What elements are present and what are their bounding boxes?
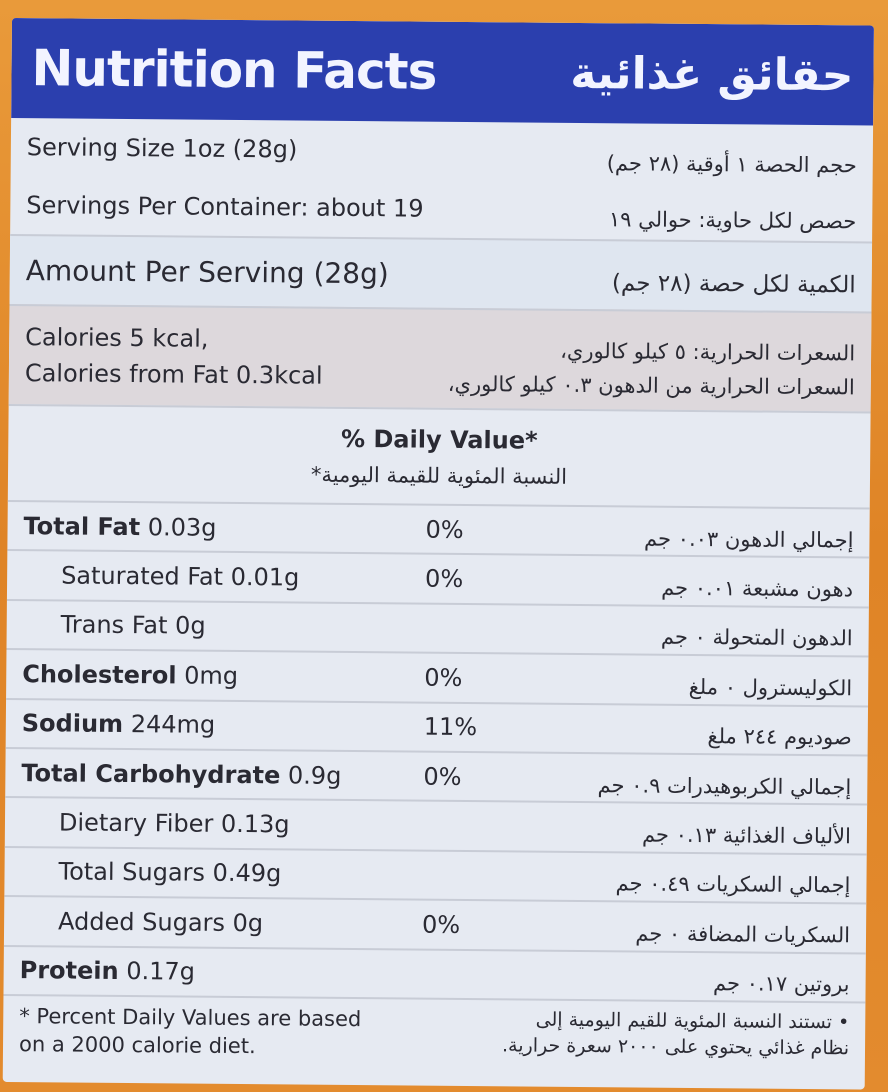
nutrient-ar: إجمالي الكربوهيدرات ٠.٩ جم xyxy=(597,772,852,799)
nutrient-amount: 0g xyxy=(232,908,264,937)
calories-row: Calories 5 kcal, Calories from Fat 0.3kc… xyxy=(8,303,872,412)
nutrient-daily-value: 0% xyxy=(425,515,464,544)
title-en: Nutrition Facts xyxy=(31,39,437,101)
nutrient-amount: 0.01g xyxy=(230,562,300,592)
nutrient-name: Protein xyxy=(19,956,119,986)
nutrient-row: Sodium 244mg 11% صوديوم ٢٤٤ ملغ xyxy=(5,697,869,755)
servings-per-container-row: Servings Per Container: about 19 حصص لكل… xyxy=(10,176,872,242)
nutrient-name: Dietary Fiber xyxy=(58,808,214,838)
nutrient-label: Trans Fat 0g xyxy=(23,610,206,640)
nutrient-label: Protein 0.17g xyxy=(20,956,196,986)
nutrient-row: Added Sugars 0g 0% السكريات المضافة ٠ جم xyxy=(3,895,867,952)
nutrient-name: Added Sugars xyxy=(57,907,226,937)
nutrient-ar: إجمالي الدهون ٠.٠٣ جم xyxy=(644,526,854,552)
calories-from-fat-en: Calories from Fat 0.3kcal xyxy=(24,359,323,390)
nutrient-ar: الألياف الغذائية ٠.١٣ جم xyxy=(641,822,851,849)
nutrient-daily-value: 0% xyxy=(424,663,463,692)
calories-from-fat-ar: السعرات الحرارية من الدهون ٠.٣ كيلو كالو… xyxy=(447,371,855,400)
nutrient-amount: 0.17g xyxy=(126,957,196,986)
nutrient-amount: 0.03g xyxy=(147,512,217,542)
footnote-ar-line1: • تستند النسبة المئوية للقيم اليومية إلى xyxy=(535,1008,850,1034)
nutrient-label: Total Sugars 0.49g xyxy=(20,857,282,888)
label-header: Nutrition Facts حقائق غذائية xyxy=(11,18,874,126)
nutrient-row: Cholesterol 0mg 0% الكوليسترول ٠ ملغ xyxy=(6,648,869,705)
nutrient-amount: 0.13g xyxy=(220,809,290,839)
nutrient-amount: 0g xyxy=(175,611,206,641)
amount-per-serving-ar: الكمية لكل حصة (٢٨ جم) xyxy=(611,270,856,299)
serving-size-row: Serving Size 1oz (28g) حجم الحصة ١ أوقية… xyxy=(11,118,873,184)
amount-per-serving-en: Amount Per Serving (28g) xyxy=(25,253,389,290)
nutrient-ar: بروتين ٠.١٧ جم xyxy=(712,971,850,997)
nutrient-row: Saturated Fat 0.01g 0% دهون مشبعة ٠.٠١ ج… xyxy=(6,549,870,606)
servings-per-container-en: Servings Per Container: about 19 xyxy=(26,191,424,223)
nutrient-ar: صوديوم ٢٤٤ ملغ xyxy=(707,724,852,750)
footnote-en-line2: on a 2000 calorie diet. xyxy=(18,1032,256,1059)
nutrient-ar: الكوليسترول ٠ ملغ xyxy=(688,674,853,701)
nutrient-ar: دهون مشبعة ٠.٠١ جم xyxy=(661,575,854,602)
nutrient-ar: السكريات المضافة ٠ جم xyxy=(635,921,851,948)
calories-en: Calories 5 kcal, xyxy=(25,323,209,353)
nutrient-label: Added Sugars 0g xyxy=(20,907,263,937)
nutrient-row: Trans Fat 0g الدهون المتحولة ٠ جم xyxy=(6,598,869,656)
nutrient-name: Total Sugars xyxy=(58,857,206,888)
nutrient-name: Cholesterol xyxy=(22,659,177,690)
nutrient-row: Dietary Fiber 0.13g الألياف الغذائية ٠.١… xyxy=(4,796,868,853)
nutrient-name: Sodium xyxy=(21,709,124,739)
servings-per-container-ar: حصص لكل حاوية: حوالي ١٩ xyxy=(608,207,857,234)
nutrient-amount: 0mg xyxy=(184,661,239,690)
nutrient-amount: 244mg xyxy=(130,710,216,739)
nutrient-daily-value: 0% xyxy=(421,910,461,939)
calories-ar: السعرات الحرارية: ٥ كيلو كالوري، xyxy=(560,338,856,366)
nutrient-amount: 0.9g xyxy=(287,760,342,790)
nutrient-name: Trans Fat xyxy=(60,610,168,640)
nutrition-label: Nutrition Facts حقائق غذائية Serving Siz… xyxy=(2,18,874,1090)
amount-per-serving-row: Amount Per Serving (28g) الكمية لكل حصة … xyxy=(9,233,873,312)
daily-value-ar: النسبة المئوية للقيمة اليومية* xyxy=(310,462,568,489)
nutrient-row: Total Carbohydrate 0.9g 0% إجمالي الكربو… xyxy=(5,746,868,804)
footnote-en-line1: * Percent Daily Values are based xyxy=(19,1004,362,1032)
nutrient-daily-value: 0% xyxy=(425,564,464,593)
nutrient-row: Protein 0.17g بروتين ٠.١٧ جم xyxy=(3,944,866,1002)
nutrient-name: Saturated Fat xyxy=(61,561,224,591)
nutrient-row: Total Sugars 0.49g إجمالي السكريات ٠.٤٩ … xyxy=(4,845,867,903)
nutrient-row: Total Fat 0.03g 0% إجمالي الدهون ٠.٠٣ جم xyxy=(7,499,870,557)
title-ar: حقائق غذائية xyxy=(570,47,854,101)
nutrient-label: Total Carbohydrate 0.9g xyxy=(21,759,341,790)
nutrient-ar: إجمالي السكريات ٠.٤٩ جم xyxy=(615,871,851,898)
nutrient-label: Saturated Fat 0.01g xyxy=(23,561,299,591)
nutrient-daily-value: 11% xyxy=(423,712,478,742)
nutrient-label: Dietary Fiber 0.13g xyxy=(21,808,290,838)
nutrient-name: Total Fat xyxy=(23,511,141,541)
nutrient-label: Cholesterol 0mg xyxy=(22,660,238,690)
serving-size-en: Serving Size 1oz (28g) xyxy=(26,133,298,164)
daily-value-en: % Daily Value* xyxy=(340,424,538,455)
nutrient-name: Total Carbohydrate xyxy=(21,758,281,789)
nutrient-label: Total Fat 0.03g xyxy=(23,512,216,542)
nutrient-amount: 0.49g xyxy=(212,859,282,888)
nutrient-label: Sodium 244mg xyxy=(22,709,216,739)
footnote-row: * Percent Daily Values are based on a 20… xyxy=(2,993,866,1090)
nutrient-daily-value: 0% xyxy=(423,762,462,791)
serving-size-ar: حجم الحصة ١ أوقية (٢٨ جم) xyxy=(606,151,857,178)
nutrient-ar: الدهون المتحولة ٠ جم xyxy=(660,624,853,651)
daily-value-row: % Daily Value* النسبة المئوية للقيمة الي… xyxy=(7,403,871,508)
footnote-ar-line2: نظام غذائي يحتوي على ٢٠٠٠ سعرة حرارية. xyxy=(501,1034,850,1060)
